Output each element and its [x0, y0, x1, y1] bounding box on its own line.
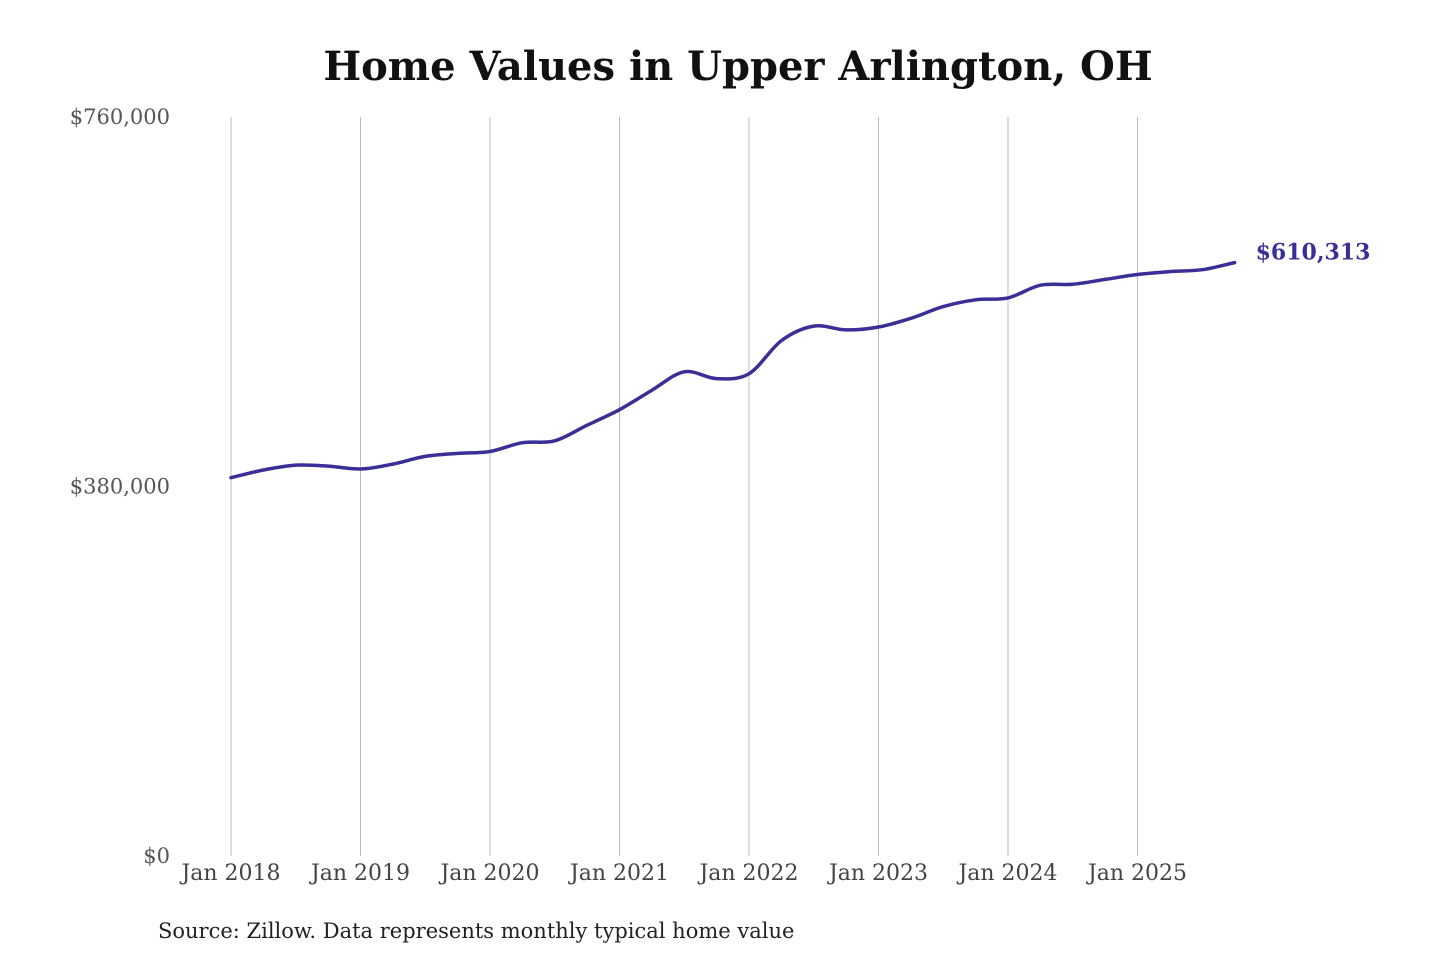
data-point	[488, 450, 492, 454]
grid-layer	[230, 117, 1138, 856]
data-point	[618, 408, 622, 412]
source-note: Source: Zillow. Data represents monthly …	[158, 919, 794, 943]
data-point	[650, 388, 654, 392]
data-point	[520, 441, 524, 445]
data-point	[391, 462, 395, 466]
data-point	[423, 454, 427, 458]
series-line	[229, 260, 1237, 480]
data-point	[844, 328, 848, 332]
end-value-label: $610,313	[1256, 240, 1371, 266]
y-axis: $0 $380,000 $760,000	[70, 105, 170, 868]
x-tick-label: Jan 2018	[179, 861, 280, 886]
data-point	[585, 423, 589, 427]
data-point	[877, 325, 881, 329]
data-point	[812, 324, 816, 328]
x-tick-label: Jan 2019	[309, 861, 410, 886]
data-point	[1006, 296, 1010, 300]
x-tick-label: Jan 2025	[1086, 861, 1187, 886]
data-point	[1200, 268, 1204, 272]
data-point	[1103, 277, 1107, 281]
x-tick-label: Jan 2022	[697, 861, 798, 886]
data-point	[682, 370, 686, 374]
y-tick-label: $760,000	[70, 105, 170, 129]
y-tick-label: $0	[143, 844, 170, 868]
y-tick-label: $380,000	[70, 475, 170, 499]
data-point	[553, 439, 557, 443]
data-point	[1071, 282, 1075, 286]
data-point	[747, 372, 751, 376]
data-point	[974, 298, 978, 302]
data-point	[294, 463, 298, 467]
chart-title: Home Values in Upper Arlington, OH	[323, 43, 1152, 90]
x-tick-label: Jan 2023	[827, 861, 928, 886]
x-tick-label: Jan 2024	[956, 861, 1057, 886]
data-point	[1038, 283, 1042, 287]
data-point	[1136, 273, 1140, 277]
data-point	[941, 305, 945, 309]
data-point	[261, 468, 265, 472]
data-point	[715, 377, 719, 381]
data-point	[456, 451, 460, 455]
series-layer: $610,313	[229, 240, 1370, 480]
data-point	[779, 339, 783, 343]
data-point	[1168, 270, 1172, 274]
data-point	[229, 476, 233, 480]
data-point	[326, 464, 330, 468]
x-tick-label: Jan 2020	[438, 861, 539, 886]
data-point	[359, 467, 363, 471]
x-tick-label: Jan 2021	[568, 861, 669, 886]
data-point	[1233, 261, 1237, 265]
x-axis: Jan 2018 Jan 2019 Jan 2020 Jan 2021 Jan 2022…	[179, 861, 1187, 886]
data-point	[909, 316, 913, 320]
